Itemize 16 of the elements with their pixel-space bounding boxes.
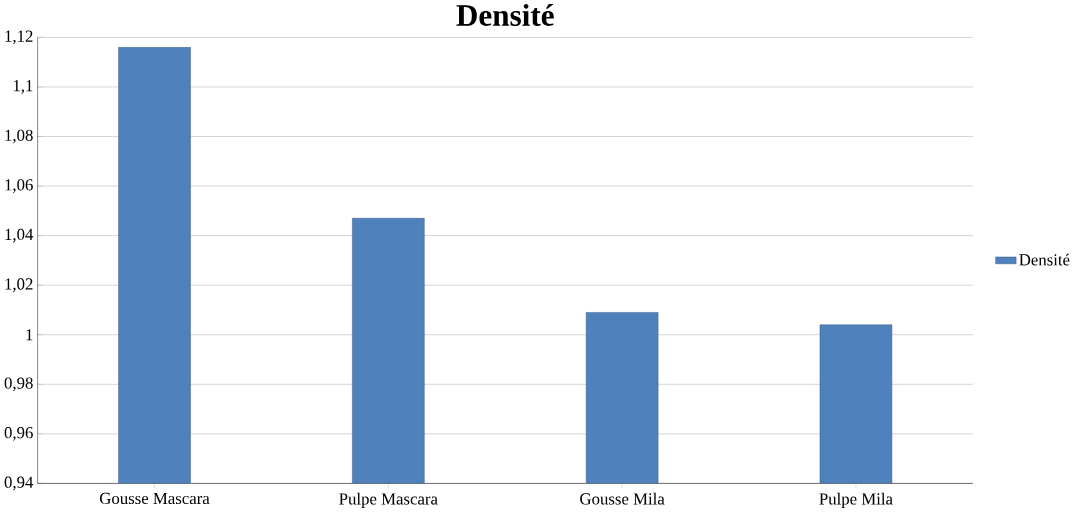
y-tick-label: 1,12: [5, 30, 33, 45]
y-tick-label: 0,98: [4, 377, 33, 392]
y-tick-label: 0,96: [4, 426, 33, 441]
y-tick-label: 1,1: [13, 80, 33, 94]
x-tick-label: Pulpe Mascara: [339, 492, 438, 508]
y-tick-label: 1,06: [5, 179, 33, 193]
x-tick-label: Gousse Mascara: [99, 492, 210, 505]
y-tick-label: 1,04: [5, 228, 34, 243]
y-tick-label: 1,08: [5, 129, 33, 144]
y-tick-label: 1: [26, 329, 33, 341]
y-tick-label: 0,94: [4, 476, 34, 491]
chart-title: Densité: [456, 3, 554, 26]
legend-label: Densité: [1019, 253, 1070, 266]
x-tick-label: Gousse Mila: [580, 492, 665, 505]
y-tick-label: 1,02: [5, 278, 33, 293]
x-tick-label: Pulpe Mila: [819, 492, 893, 508]
